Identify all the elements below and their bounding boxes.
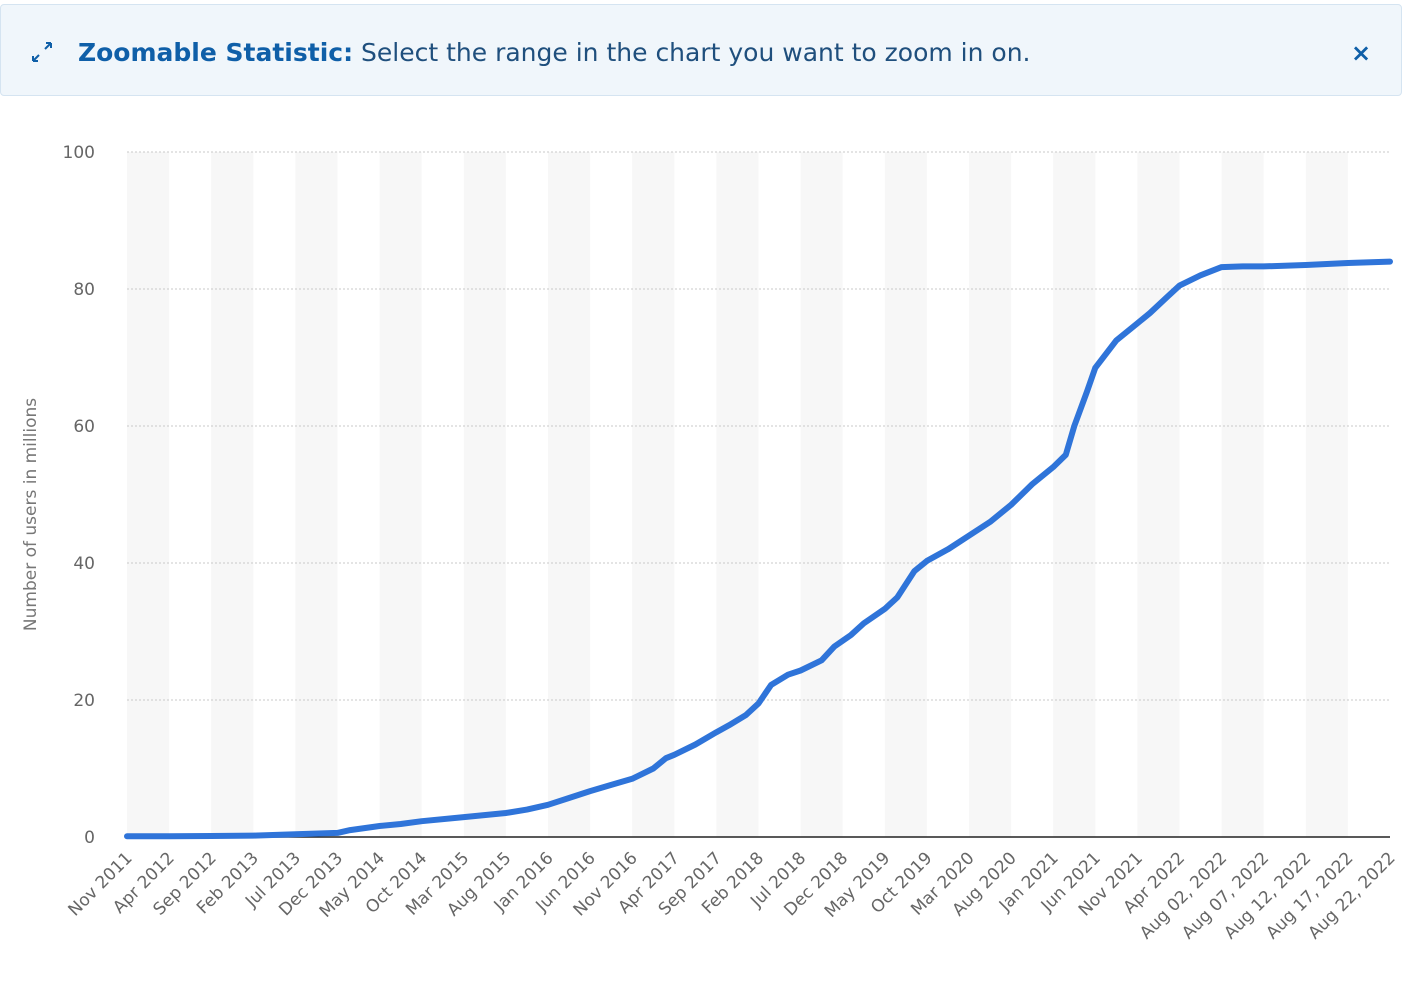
plot-band [463,152,506,837]
plot-band [1305,152,1348,837]
banner-text: Zoomable Statistic: Select the range in … [78,35,1031,71]
close-icon[interactable]: × [1350,39,1372,67]
zoom-info-banner: Zoomable Statistic: Select the range in … [0,4,1402,96]
expand-arrows-icon [32,42,52,62]
plot-band [884,152,927,837]
plot-band [800,152,843,837]
y-tick-label: 0 [84,828,95,848]
plot-band [127,152,170,837]
y-tick-label: 100 [63,143,95,163]
plot-band [969,152,1012,837]
plot-band [1053,152,1096,837]
plot-band [632,152,675,837]
plot-band [548,152,591,837]
plot-band [716,152,759,837]
y-tick-label: 60 [73,417,95,437]
y-tick-label: 40 [73,554,95,574]
plot-band [295,152,338,837]
series-line-users[interactable] [124,258,1393,840]
plot-band [1137,152,1180,837]
plot-band [379,152,422,837]
plot-band [1221,152,1264,837]
y-tick-label: 20 [73,691,95,711]
background-bands [127,152,1348,837]
plot-band [211,152,254,837]
y-axis-ticks: 0 20 40 60 80 100 [63,143,95,848]
y-tick-label: 80 [73,280,95,300]
y-axis-label: Number of users in millions [21,398,41,631]
banner-title: Zoomable Statistic: [78,38,354,67]
banner-message: Select the range in the chart you want t… [353,38,1031,67]
